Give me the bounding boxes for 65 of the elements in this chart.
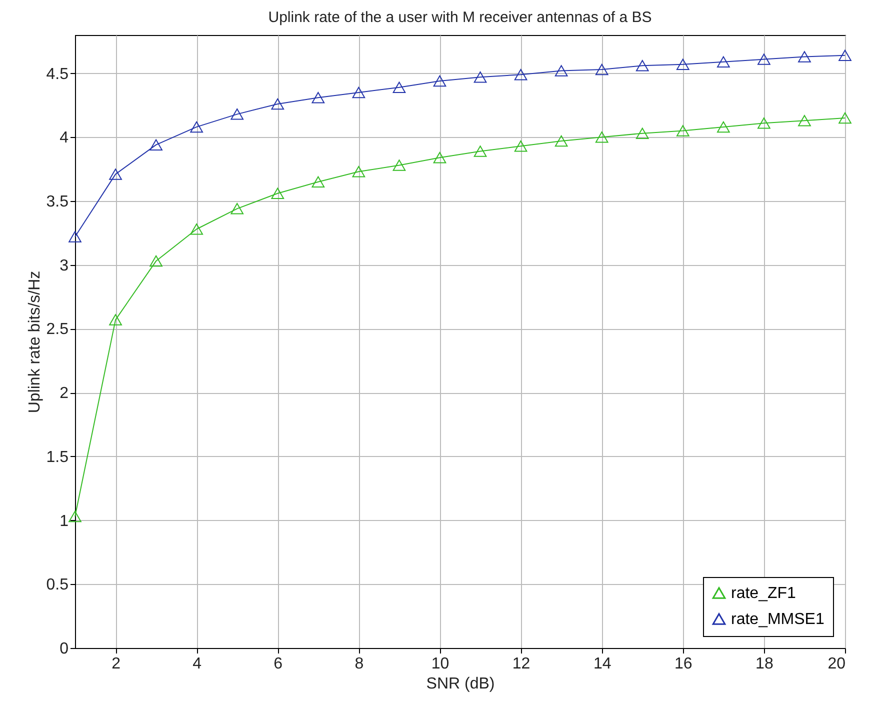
y-tick-label: 1 — [60, 512, 69, 530]
point — [838, 112, 852, 124]
point — [271, 188, 284, 199]
point — [68, 510, 82, 522]
y-tick-label: 2.5 — [46, 321, 69, 338]
point — [758, 54, 770, 65]
y-tick-label: 3 — [60, 257, 69, 274]
point — [230, 203, 244, 214]
point — [838, 50, 852, 62]
point — [150, 255, 162, 267]
x-tick-label: 16 — [674, 656, 692, 672]
point — [798, 114, 811, 126]
point — [636, 60, 649, 72]
point — [514, 140, 528, 152]
point — [717, 56, 730, 68]
x-tick-label: 8 — [354, 656, 364, 672]
x-tick-label: 6 — [274, 656, 283, 672]
x-axis-title: SNR (dB) — [426, 676, 495, 692]
point — [554, 135, 568, 147]
point — [433, 152, 446, 164]
point — [798, 51, 811, 62]
point — [352, 86, 366, 98]
y-axis-title: Uplink rate bits/s/Hz — [26, 270, 44, 414]
x-tick-label: 14 — [593, 656, 612, 672]
point — [514, 68, 528, 80]
y-tick-label: 2 — [60, 385, 69, 402]
point — [758, 117, 770, 129]
point — [312, 92, 325, 104]
point — [392, 82, 406, 93]
point — [312, 176, 325, 188]
x-tick-label: 18 — [756, 656, 774, 672]
point — [392, 160, 406, 171]
point — [109, 314, 122, 326]
x-tick-label: 2 — [112, 656, 121, 672]
x-tick-label: 4 — [192, 656, 202, 672]
y-tick-label: 4.5 — [46, 66, 69, 83]
legend-label: rate_MMSE1 — [731, 611, 824, 628]
y-tick-label: 0 — [60, 640, 69, 658]
x-tick-label: 12 — [512, 656, 530, 672]
y-tick-label: 4 — [60, 130, 69, 147]
y-tick-label: 0.5 — [46, 576, 69, 594]
point — [109, 168, 122, 180]
point — [595, 64, 608, 76]
point — [230, 108, 244, 120]
y-tick-label: 3.5 — [46, 194, 69, 211]
point — [676, 58, 690, 70]
point — [676, 125, 690, 136]
point — [636, 128, 649, 139]
point — [474, 72, 487, 83]
point — [717, 121, 730, 133]
x-tick-label: 20 — [828, 656, 846, 672]
point — [352, 166, 366, 178]
x-tick-label: 10 — [431, 656, 450, 672]
point — [595, 132, 608, 143]
point — [190, 223, 203, 235]
point — [190, 121, 203, 133]
chart-title: Uplink rate of the a user with M receiver antennas of a BS — [268, 9, 652, 26]
point — [474, 146, 487, 157]
point — [433, 75, 446, 87]
point — [68, 231, 82, 242]
point — [150, 139, 162, 150]
legend-label: rate_ZF1 — [731, 585, 796, 602]
point — [554, 65, 568, 76]
point — [271, 98, 284, 110]
y-tick-label: 1.5 — [46, 448, 69, 466]
